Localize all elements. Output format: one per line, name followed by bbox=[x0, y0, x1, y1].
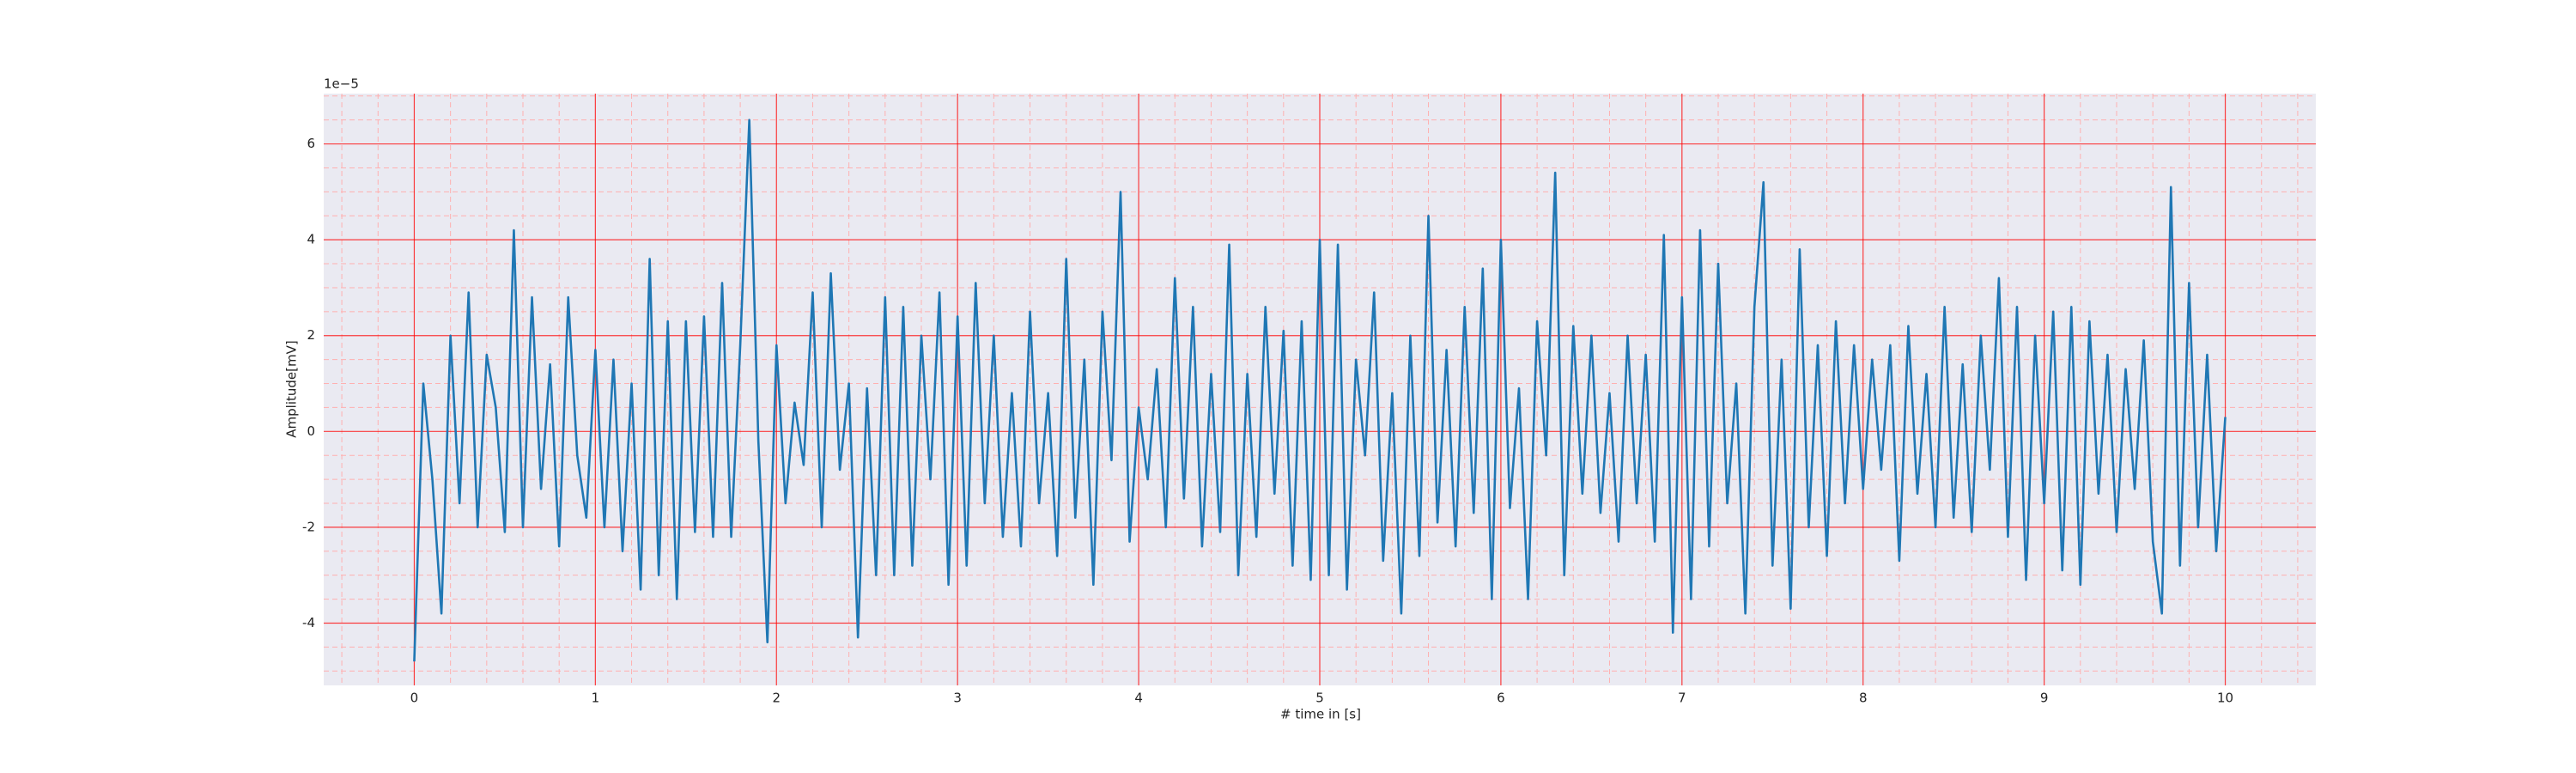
signal-line bbox=[413, 119, 2227, 662]
x-tick-label: 8 bbox=[1859, 691, 1868, 706]
y-tick-label: -4 bbox=[302, 615, 315, 630]
x-tick-label: 1 bbox=[592, 691, 600, 706]
y-axis-label: Amplitude[mV] bbox=[284, 340, 300, 437]
x-tick-label: 4 bbox=[1134, 691, 1143, 706]
x-tick-label: 7 bbox=[1678, 691, 1686, 706]
x-tick-label: 6 bbox=[1497, 691, 1505, 706]
x-tick-label: 2 bbox=[772, 691, 781, 706]
data-layer bbox=[413, 119, 2227, 662]
x-tick-label: 9 bbox=[2040, 691, 2049, 706]
y-tick-label: 0 bbox=[307, 423, 315, 439]
x-tick-label: 10 bbox=[2217, 691, 2233, 706]
y-offset-label: 1e−5 bbox=[324, 76, 359, 92]
y-tick-label: 6 bbox=[307, 136, 315, 151]
x-tick-label: 5 bbox=[1315, 691, 1324, 706]
x-tick-label: 0 bbox=[410, 691, 419, 706]
y-tick-label: 4 bbox=[307, 232, 315, 247]
y-tick-label: 2 bbox=[307, 327, 315, 343]
y-tick-label: -2 bbox=[302, 519, 315, 534]
x-axis-label: # time in [s] bbox=[1280, 707, 1361, 722]
x-tick-label: 3 bbox=[953, 691, 962, 706]
